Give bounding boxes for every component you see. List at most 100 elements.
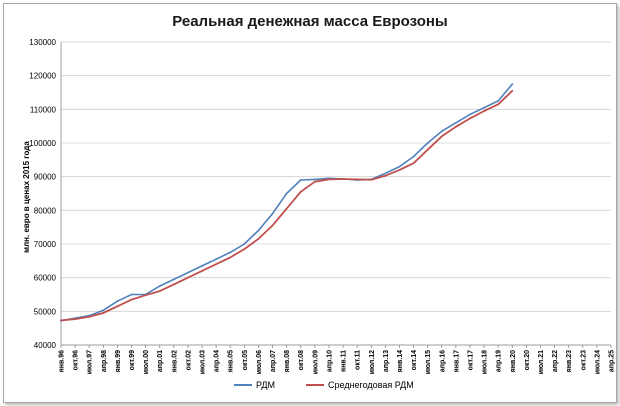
data-point [356, 178, 359, 181]
y-tick-label: 60000 [34, 274, 57, 283]
x-tick-label: апр.07 [270, 350, 277, 372]
legend: РДМ Среднегодовая РДМ [234, 380, 414, 390]
data-point [313, 180, 316, 183]
data-point [440, 130, 443, 133]
data-point [215, 258, 218, 261]
data-point [412, 162, 415, 165]
x-tick-label: июл.97 [87, 350, 94, 374]
data-point [201, 265, 203, 267]
data-point [285, 207, 288, 210]
series-line-1 [60, 83, 513, 322]
y-axis-label: млн. евро в ценах 2015 года [22, 141, 31, 253]
y-tick-label: 120000 [29, 72, 56, 81]
x-axis-ticks: янв.96 окт.96 июл.97 апр.98 янв.99 окт.99 июл.… [59, 345, 616, 374]
x-tick-label: апр.19 [496, 350, 503, 372]
x-tick-label: июл.03 [200, 350, 207, 374]
legend-label: РДМ [256, 380, 275, 390]
x-tick-label: окт.20 [524, 350, 531, 370]
x-tick-label: июл.24 [594, 350, 601, 374]
data-point [497, 100, 500, 102]
data-point [144, 294, 147, 297]
series-line-2 [60, 90, 513, 322]
x-tick-label: янв.05 [228, 350, 235, 372]
data-point [328, 178, 330, 181]
x-tick-label: окт.14 [411, 350, 418, 370]
data-point [398, 169, 401, 171]
x-tick-label: янв.02 [171, 350, 178, 372]
data-point [229, 256, 232, 259]
data-point [158, 285, 161, 287]
data-point [187, 276, 189, 279]
x-tick-label: июл.12 [369, 350, 376, 374]
data-point [455, 125, 457, 128]
x-tick-label: июл.09 [312, 350, 319, 374]
x-tick-label: июл.00 [143, 350, 150, 374]
y-tick-label: 90000 [34, 173, 57, 182]
x-tick-label: апр.22 [552, 350, 559, 372]
y-tick-label: 100000 [29, 139, 56, 148]
x-tick-label: окт.02 [185, 350, 192, 370]
data-point [130, 298, 133, 301]
x-tick-label: апр.10 [326, 350, 333, 372]
data-point [257, 238, 260, 240]
y-tick-label: 110000 [30, 105, 57, 114]
data-point [102, 312, 105, 314]
data-point [483, 110, 485, 112]
legend-label: Среднегодовая РДМ [328, 380, 414, 390]
chart: Реальная денежная масса Еврозоны 40000 50… [22, 13, 616, 390]
data-point [384, 174, 387, 177]
x-tick-label: окт.05 [242, 350, 249, 370]
x-tick-label: апр.01 [157, 350, 164, 372]
x-tick-label: июл.15 [425, 350, 432, 374]
x-tick-label: окт.17 [467, 350, 474, 370]
data-point [511, 83, 514, 85]
data-point [285, 192, 288, 195]
x-tick-label: янв.20 [510, 350, 517, 372]
data-point [412, 155, 415, 158]
y-tick-label: 50000 [34, 307, 57, 316]
x-tick-label: окт.08 [298, 350, 305, 370]
data-point [313, 178, 316, 181]
data-point [116, 300, 119, 303]
x-tick-label: янв.17 [453, 350, 460, 372]
data-point [469, 117, 471, 120]
x-tick-label: янв.08 [284, 350, 291, 372]
data-point [130, 293, 133, 296]
x-tick-label: июл.18 [482, 350, 489, 374]
x-tick-label: апр.04 [214, 350, 221, 372]
y-tick-label: 130000 [29, 38, 56, 47]
x-tick-label: янв.14 [397, 350, 404, 372]
gridlines [60, 41, 611, 346]
data-point [172, 278, 175, 281]
data-point [511, 89, 514, 92]
data-point [102, 309, 105, 312]
chart-title: Реальная денежная масса Еврозоны [172, 13, 448, 30]
x-tick-label: июл.21 [538, 350, 545, 374]
x-tick-label: янв.99 [115, 350, 122, 372]
data-point [60, 319, 62, 322]
data-point [243, 248, 246, 251]
data-point [398, 165, 401, 168]
data-point [299, 179, 302, 181]
data-point [384, 172, 387, 175]
data-point [440, 135, 443, 138]
x-tick-label: янв.23 [566, 350, 573, 372]
data-point [257, 229, 260, 232]
data-point [271, 212, 274, 215]
y-tick-label: 70000 [34, 240, 57, 249]
data-point [215, 263, 218, 266]
data-point [229, 251, 232, 254]
y-axis-ticks: 40000 50000 60000 70000 80000 90000 100000 1100… [29, 38, 56, 350]
data-point [172, 283, 175, 286]
data-point [497, 103, 500, 106]
data-point [342, 178, 344, 180]
x-tick-label: окт.23 [580, 350, 587, 370]
x-tick-label: окт.99 [129, 350, 136, 370]
x-tick-label: апр.98 [101, 350, 108, 372]
data-point [271, 224, 274, 227]
data-point [469, 113, 471, 116]
x-tick-label: окт.11 [355, 350, 362, 370]
data-point [243, 243, 246, 245]
data-point [370, 178, 373, 181]
x-tick-label: окт.96 [73, 350, 80, 370]
